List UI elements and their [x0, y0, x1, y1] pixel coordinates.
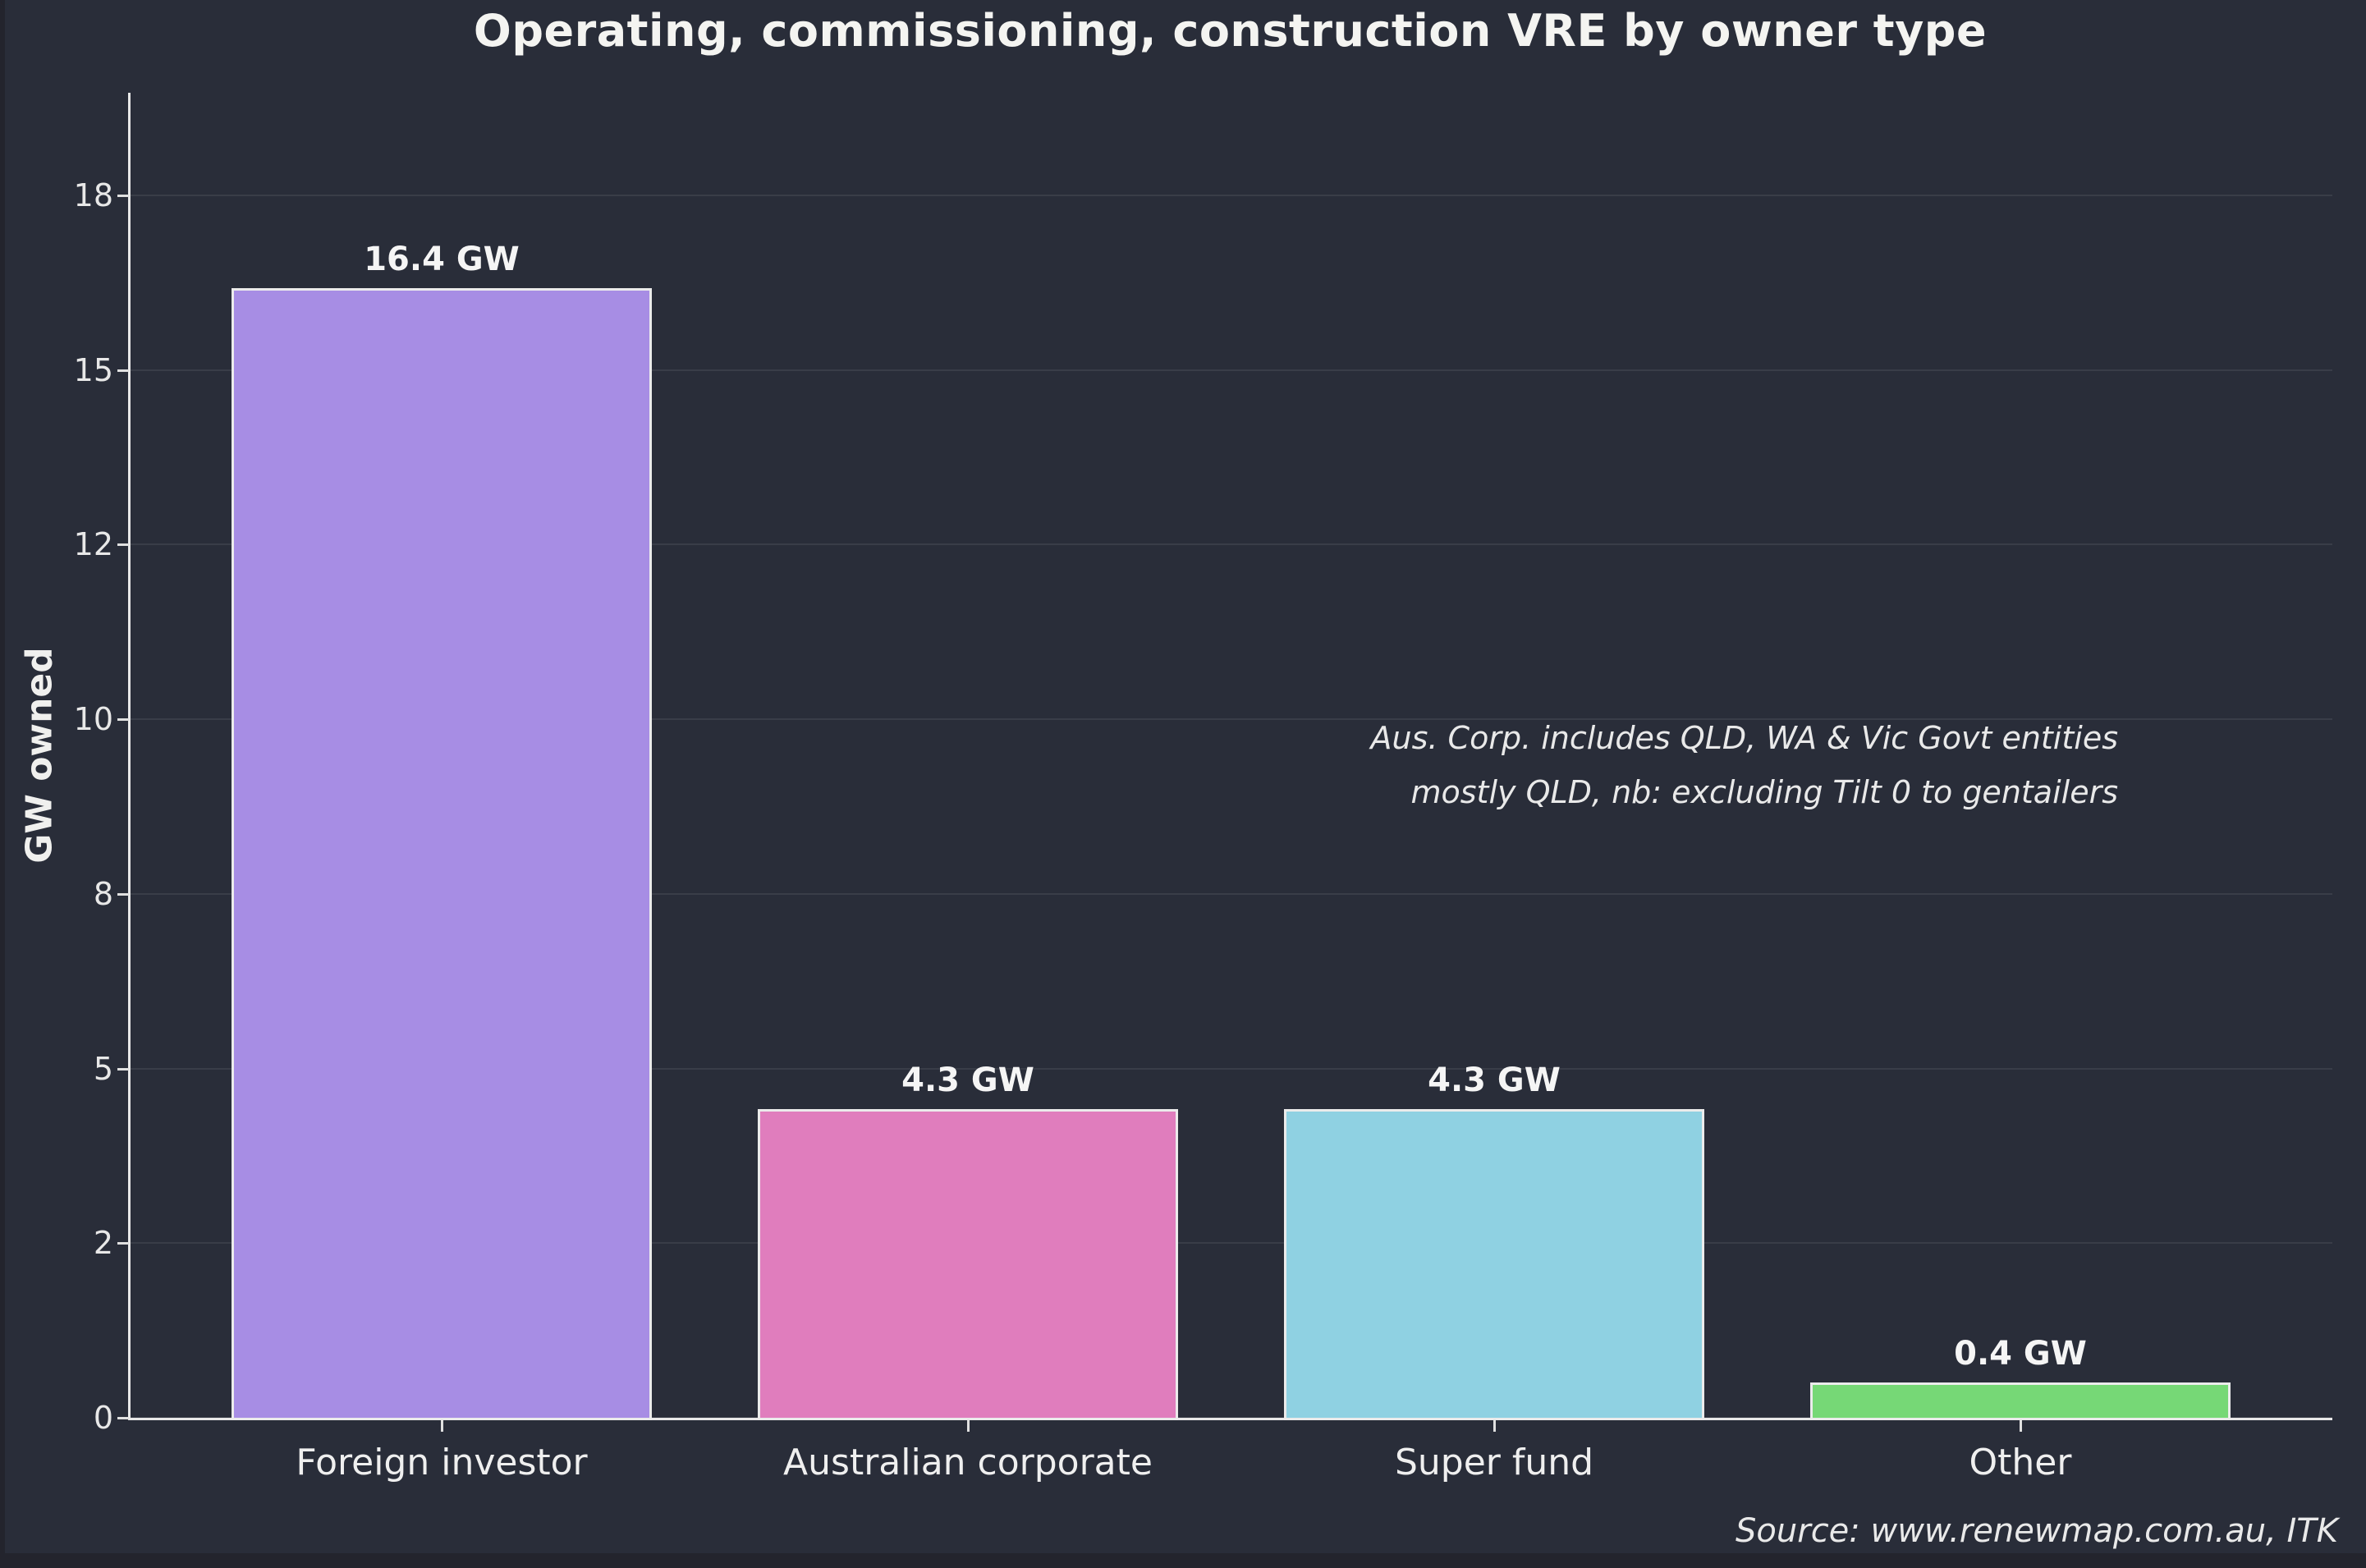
y-axis-spine [128, 93, 131, 1420]
bar-value-label-other: 0.4 GW [1954, 1335, 2087, 1373]
y-tick-label: 10 [73, 701, 113, 738]
x-tick-mark [967, 1420, 970, 1432]
y-tick-mark [117, 892, 129, 896]
y-tick-mark [117, 1242, 129, 1245]
bar-super-fund [1284, 1109, 1704, 1420]
bar-australian-corporate [758, 1109, 1178, 1420]
x-tick-mark [441, 1420, 443, 1432]
bar-value-label-foreign-investor: 16.4 GW [364, 241, 520, 279]
y-tick-label: 0 [93, 1400, 113, 1436]
x-tick-mark [1493, 1420, 1496, 1432]
gridline [130, 195, 2332, 196]
y-tick-label: 5 [93, 1050, 113, 1087]
gridline [130, 718, 2332, 721]
x-category-label-other: Other [1969, 1442, 2072, 1483]
annotation-line-2: mostly QLD, nb: excluding Tilt 0 to gent… [1410, 774, 2118, 810]
y-tick-label: 15 [73, 351, 113, 388]
y-tick-mark [117, 1067, 129, 1071]
bar-foreign-investor [232, 288, 652, 1420]
x-category-label-australian-corporate: Australian corporate [783, 1442, 1153, 1483]
x-category-label-super-fund: Super fund [1394, 1442, 1594, 1483]
chart-title: Operating, commissioning, construction V… [473, 5, 1988, 57]
y-tick-mark [117, 195, 129, 197]
annotation-line-1: Aus. Corp. includes QLD, WA & Vic Govt e… [1370, 720, 2118, 756]
gridline [130, 543, 2332, 546]
y-tick-label: 2 [93, 1225, 113, 1262]
y-tick-label: 8 [93, 875, 113, 912]
source-credit: Source: www.renewmap.com.au, ITK [1736, 1512, 2338, 1550]
bar-value-label-super-fund: 4.3 GW [1428, 1061, 1561, 1100]
annotation-note: Aus. Corp. includes QLD, WA & Vic Govt e… [1371, 711, 2118, 819]
x-category-label-foreign-investor: Foreign investor [296, 1442, 588, 1483]
y-tick-label: 18 [73, 177, 113, 213]
gridline [130, 892, 2332, 895]
y-tick-mark [117, 369, 129, 372]
y-tick-mark [117, 1417, 129, 1419]
y-tick-mark [117, 543, 129, 547]
gridline [130, 1242, 2332, 1245]
y-tick-label: 12 [73, 526, 113, 563]
bar-value-label-australian-corporate: 4.3 GW [901, 1061, 1034, 1100]
y-axis-label: GW owned [18, 647, 61, 864]
x-tick-mark [2020, 1420, 2022, 1432]
gridline [130, 369, 2332, 371]
x-axis-line [128, 1418, 2332, 1420]
gridline [130, 1067, 2332, 1070]
y-tick-mark [117, 718, 129, 722]
bar-other [1810, 1382, 2231, 1420]
